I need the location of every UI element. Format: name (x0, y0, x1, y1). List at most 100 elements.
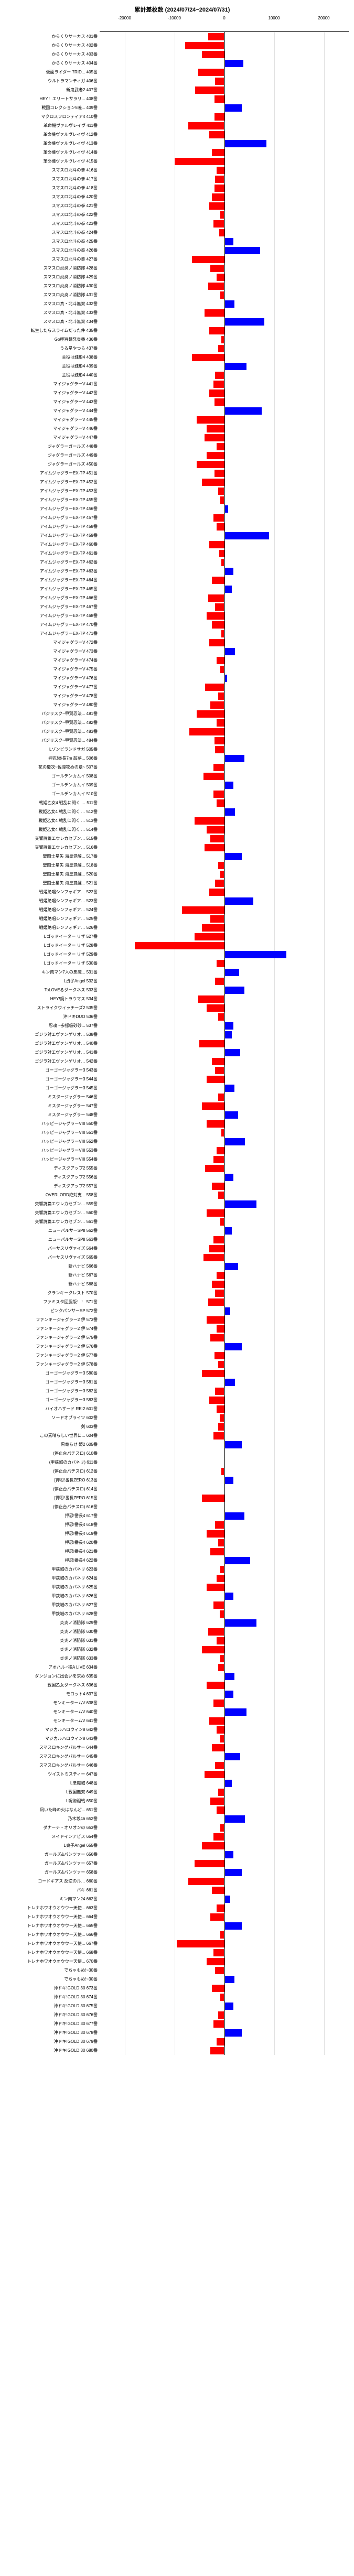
bar (218, 1361, 224, 1368)
row-label: スマスロ北斗の拳 421番 (4, 203, 100, 209)
row-label: ウルトラマンティガ 406番 (4, 78, 100, 84)
bar (217, 1272, 224, 1279)
bar (209, 202, 224, 210)
row-label: 新ハナビ 567番 (4, 1272, 100, 1278)
row-label: マイジャグラーV 475番 (4, 666, 100, 672)
bar (212, 1887, 224, 1894)
row-label: 戦姫絶唱シンフォギア… 526番 (4, 925, 100, 930)
row-label: マイジャグラーV 442番 (4, 390, 100, 396)
row-label: コードギアス 反逆のル… 660番 (4, 1878, 100, 1884)
bar (208, 1628, 224, 1636)
bar (209, 389, 224, 397)
row-label: 剣 603番 (4, 1424, 100, 1430)
bar (197, 416, 224, 424)
bar (207, 1682, 224, 1689)
row-label: ミスタージャグラー 547番 (4, 1103, 100, 1109)
bar (205, 844, 224, 851)
row-label: Go極旨麺発奥番 436番 (4, 337, 100, 342)
bar (210, 2047, 224, 2054)
bar (220, 1931, 224, 1939)
bar (217, 167, 224, 174)
bar (224, 104, 242, 112)
bar (213, 1700, 224, 1707)
row-label: ガールズ&パンツァー 658番 (4, 1869, 100, 1875)
bar (217, 1726, 224, 1734)
row-label: ハッピージャグラーVIII 552番 (4, 1139, 100, 1144)
bar (224, 1512, 244, 1520)
bar (224, 1138, 245, 1145)
row-label: 戦国乙女ダークネス 636番 (4, 1682, 100, 1688)
bar (213, 381, 224, 388)
bar (213, 1601, 224, 1609)
row-label: アイムジャグラーEX-TP 463番 (4, 568, 100, 574)
row-label: スマスロ北斗の拳 420番 (4, 194, 100, 200)
bar (195, 86, 224, 94)
bar (219, 229, 224, 236)
bar (214, 470, 224, 477)
bar (218, 488, 224, 495)
row-label: ファンキージャグラー2 伊 574番 (4, 1326, 100, 1332)
bar (214, 185, 224, 192)
row-label: トレナホワオウオウウー天使... 664番 (4, 1914, 100, 1920)
row-label: スマスロキングパルサー 645番 (4, 1754, 100, 1759)
bar (214, 113, 224, 121)
bar (217, 1325, 224, 1333)
bar (224, 1673, 234, 1680)
row-label: スマスロ真・北斗無双 433番 (4, 310, 100, 316)
bar (210, 1798, 224, 1805)
bar (219, 550, 224, 557)
row-label: 沖ドキ!GOLD 30 680番 (4, 2048, 100, 2053)
row-label: 沖ドキ!GOLD 30 677番 (4, 2021, 100, 2027)
row-label: アイムジャグラーEX-TP 455番 (4, 497, 100, 503)
row-label: バジリスク~甲賀忍法... 483番 (4, 729, 100, 734)
row-label: 主役は銭形4 439番 (4, 363, 100, 369)
bar (209, 1245, 224, 1252)
row-label: 炎炎ノ消防隊 633番 (4, 1655, 100, 1661)
row-label: 戦姫絶唱シンフォギア… 524番 (4, 907, 100, 913)
row-label: ゴジラ対エヴァンゲリオ… 538番 (4, 1032, 100, 1037)
row-label: 転生したらスライムだった件 435番 (4, 328, 100, 333)
bar (208, 1298, 224, 1306)
row-label: (停止台パチスロ) 616番 (4, 1504, 100, 1510)
row-label: ツイストミスティー 647番 (4, 1771, 100, 1777)
bar (218, 1789, 224, 1796)
row-label: マイジャグラーV 472番 (4, 640, 100, 645)
row-label: Lゴッドイーター リザ 528番 (4, 943, 100, 948)
bar (213, 1833, 224, 1841)
bar (217, 657, 224, 664)
row-label: アイムジャグラーEX-TP 471番 (4, 631, 100, 636)
bar (224, 1780, 232, 1787)
row-label: スマスロ炎炎ノ消防隊 431番 (4, 292, 100, 298)
row-label: アイムジャグラーEX-TP 458番 (4, 524, 100, 529)
bar (177, 1940, 224, 1947)
row-label: トレナホワオウオウウー天使... 667番 (4, 1941, 100, 1946)
row-label: ジャグラーガールズ 448番 (4, 443, 100, 449)
bar (217, 523, 224, 531)
bar (224, 318, 264, 326)
bar (224, 969, 240, 976)
row-label: ゴーゴージャグラー3 545番 (4, 1085, 100, 1091)
bar (220, 666, 224, 673)
row-label: アイムジャグラーEX-TP 456番 (4, 506, 100, 512)
bar (210, 1548, 224, 1555)
row-label: キン肉マン24 662番 (4, 1896, 100, 1902)
bar (213, 514, 224, 522)
row-label: アイムジャグラーEX-TP 451番 (4, 470, 100, 476)
bar (224, 1557, 250, 1564)
bar (218, 692, 224, 700)
row-label: スマスロ北斗の拳 424番 (4, 230, 100, 235)
row-label: マクロスフロンティア4 410番 (4, 114, 100, 120)
bar (202, 51, 224, 58)
bar (218, 1192, 224, 1199)
bar (217, 1637, 224, 1644)
row-label: 甲鉄城のカバネリ 626番 (4, 1593, 100, 1599)
bar (220, 1414, 224, 1422)
row-label: 忍魂 ~参振吸砂砂... 537番 (4, 1023, 100, 1029)
row-label: ディスクアップ2 555番 (4, 1165, 100, 1171)
row-label: [押忍!番長ZERO 613番 (4, 1477, 100, 1483)
bar (215, 1290, 224, 1297)
bar (195, 933, 224, 940)
bar (195, 1860, 224, 1867)
chart-rows: からくりサーカス 401番からくりサーカス 402番からくりサーカス 403番か… (100, 32, 349, 2055)
row-label: ニューパルサーSPⅡ 563番 (4, 1237, 100, 1242)
